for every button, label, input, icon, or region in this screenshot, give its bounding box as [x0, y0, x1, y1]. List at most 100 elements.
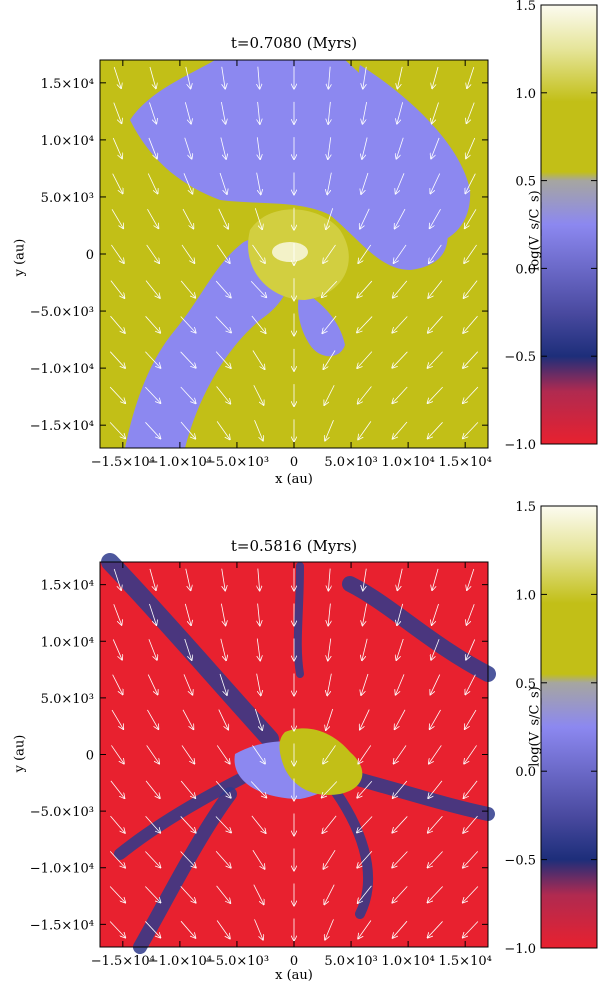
velocity-arrow — [180, 421, 195, 439]
velocity-arrow — [357, 781, 373, 797]
colorbar-tick-label: −0.5 — [504, 350, 536, 365]
velocity-arrow — [429, 244, 442, 263]
velocity-arrow — [252, 745, 264, 763]
filament-region — [101, 553, 279, 748]
velocity-arrow — [145, 780, 160, 798]
velocity-arrow — [149, 102, 156, 123]
heatmap-field — [100, 553, 496, 954]
velocity-arrow — [393, 421, 408, 439]
velocity-arrow — [215, 781, 231, 797]
y-tick-label: −1.0×10⁴ — [30, 362, 94, 377]
velocity-arrow — [395, 208, 406, 228]
velocity-arrow — [325, 420, 334, 440]
velocity-arrow — [185, 66, 191, 88]
velocity-arrow — [220, 137, 226, 158]
velocity-arrow — [432, 66, 439, 88]
velocity-arrow — [358, 421, 372, 439]
velocity-arrow — [324, 385, 335, 405]
velocity-arrow — [323, 849, 336, 869]
velocity-arrow — [466, 102, 475, 124]
velocity-arrow — [361, 673, 369, 695]
velocity-arrow — [145, 351, 160, 368]
velocity-arrow — [357, 816, 373, 833]
velocity-arrow — [146, 745, 159, 763]
velocity-arrow — [467, 67, 475, 88]
velocity-arrow — [109, 386, 125, 403]
chart-svg: −1.5×10⁴−1.0×10⁴−5.0×10³ 0 5.0×10³ 1.0×10⁴ 1… — [30, 0, 598, 470]
velocity-arrow — [325, 919, 334, 939]
velocity-arrow — [181, 745, 194, 763]
velocity-arrow — [254, 420, 263, 440]
velocity-arrow — [396, 137, 404, 159]
colorbar-tick-label: 0.0 — [515, 262, 536, 277]
x-axis-label: x (au) — [275, 968, 313, 983]
colorbar — [540, 505, 598, 949]
colorbar-tick-label: −0.5 — [504, 854, 536, 869]
velocity-arrow — [463, 886, 479, 902]
velocity-arrow — [464, 780, 478, 798]
velocity-arrow — [257, 638, 260, 661]
velocity-arrow — [215, 280, 231, 297]
velocity-arrow — [180, 280, 195, 298]
velocity-arrow — [215, 851, 231, 867]
velocity-arrow — [432, 603, 439, 625]
velocity-arrow — [215, 816, 231, 833]
velocity-vectors — [109, 66, 479, 442]
velocity-arrow — [328, 101, 330, 124]
velocity-arrow — [145, 280, 160, 298]
y-axis-ticks: 1.5×10⁴ 1.0×10⁴ 5.0×10³ 0 −5.0×10³ −1.0×10⁴ −1… — [30, 77, 488, 434]
x-axis-label: x (au) — [275, 472, 313, 487]
velocity-arrow — [428, 780, 443, 798]
velocity-arrow — [149, 603, 156, 625]
velocity-arrow — [466, 639, 476, 659]
velocity-arrow — [251, 315, 266, 333]
velocity-arrow — [397, 568, 403, 590]
velocity-arrow — [362, 638, 368, 660]
y-tick-label: −1.5×10⁴ — [30, 419, 94, 434]
core-region — [279, 728, 363, 795]
velocity-arrow — [397, 102, 404, 123]
velocity-arrow — [322, 815, 337, 833]
velocity-arrow — [392, 886, 408, 902]
velocity-arrow — [397, 66, 403, 88]
velocity-arrow — [145, 386, 160, 403]
y-tick-label: −1.0×10⁴ — [30, 862, 94, 877]
chart-title: t=0.5816 (Myrs) — [230, 537, 358, 555]
velocity-arrow — [392, 851, 408, 868]
velocity-arrow — [258, 101, 260, 124]
colorbar-label: log(V_s/C_s) — [527, 190, 543, 271]
velocity-arrow — [397, 603, 404, 625]
velocity-arrow — [463, 386, 479, 403]
velocity-arrow — [218, 208, 228, 229]
velocity-arrow — [109, 851, 125, 867]
velocity-arrow — [362, 137, 368, 158]
velocity-arrow — [428, 280, 443, 298]
velocity-arrow — [328, 137, 331, 159]
velocity-arrow — [109, 886, 125, 902]
colorbar-tick-label: 0.0 — [515, 765, 536, 780]
velocity-arrow — [216, 920, 230, 939]
velocity-arrow — [361, 172, 369, 194]
x-axis-ticks: −1.5×10⁴−1.0×10⁴−5.0×10³ 0 5.0×10³ 1.0×10⁴ 1… — [91, 562, 492, 969]
velocity-arrow — [428, 422, 443, 438]
velocity-arrow — [109, 351, 125, 368]
velocity-arrow — [216, 244, 229, 263]
velocity-arrow — [180, 886, 196, 902]
y-tick-label: −5.0×10³ — [30, 305, 94, 320]
velocity-arrow — [253, 884, 264, 905]
velocity-arrow — [256, 172, 261, 195]
velocity-arrow — [180, 920, 195, 938]
velocity-arrow — [147, 208, 158, 228]
colorbar-tick-label: 1.0 — [515, 588, 536, 603]
velocity-arrow — [110, 280, 125, 298]
velocity-arrow — [393, 280, 408, 298]
velocity-arrow — [323, 745, 336, 763]
filament-region — [133, 787, 237, 954]
velocity-arrow — [216, 745, 229, 763]
velocity-arrow — [396, 674, 405, 694]
velocity-arrow — [326, 708, 334, 730]
colorbar — [540, 4, 598, 445]
velocity-arrow — [216, 885, 231, 903]
velocity-arrow — [250, 781, 266, 798]
x-axis-ticks: −1.5×10⁴−1.0×10⁴−5.0×10³ 0 5.0×10³ 1.0×10⁴ 1… — [91, 60, 492, 470]
